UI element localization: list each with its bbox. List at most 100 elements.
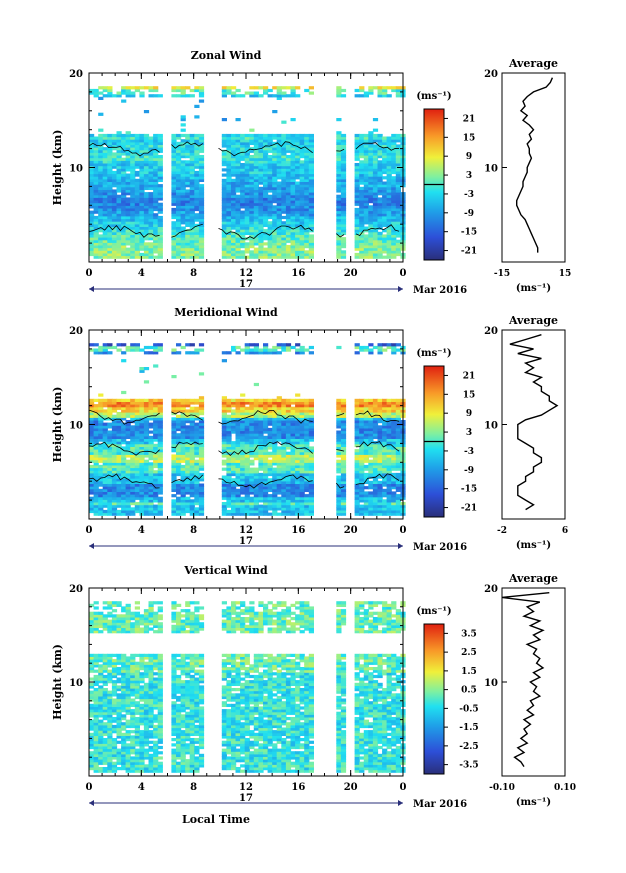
x-tick-label: 0 bbox=[400, 782, 407, 793]
x-tick-label: 4 bbox=[138, 268, 145, 279]
month-label: Mar 2016 bbox=[413, 799, 467, 810]
profile-y-tick-label: 10 bbox=[484, 164, 498, 175]
profile-x-tick-label: -0.10 bbox=[489, 783, 515, 793]
x-tick-label: 12 bbox=[239, 268, 253, 279]
heatmap-cells bbox=[89, 86, 406, 259]
profile-frame bbox=[501, 329, 566, 520]
profile-x-tick-label: 0.10 bbox=[554, 783, 576, 793]
date-label: 17 bbox=[239, 793, 253, 804]
date-bar-arrow-left bbox=[89, 800, 94, 806]
average-title: Average bbox=[508, 572, 558, 585]
x-tick-label: 8 bbox=[190, 268, 197, 279]
colorbar-tick-label: -15 bbox=[461, 485, 477, 495]
colorbar-tick-label: -3 bbox=[464, 447, 474, 457]
x-tick-label: 8 bbox=[190, 782, 197, 793]
y-tick-label: 10 bbox=[69, 421, 83, 432]
average-profile-line bbox=[501, 592, 550, 767]
y-tick-label: 10 bbox=[69, 164, 83, 175]
heatmap-cells bbox=[89, 343, 406, 516]
date-bar-arrow-left bbox=[89, 543, 94, 549]
date-bar-arrow-right bbox=[398, 543, 403, 549]
profile-x-tick-label: 15 bbox=[559, 269, 572, 279]
colorbar-unit: (ms⁻¹) bbox=[416, 348, 451, 359]
colorbar-tick-label: -21 bbox=[461, 504, 477, 514]
colorbar-tick-label: -0.5 bbox=[459, 704, 478, 714]
contour-lines bbox=[88, 141, 400, 240]
x-tick-label: 0 bbox=[86, 268, 93, 279]
colorbar-tick-label: 0.5 bbox=[461, 686, 477, 696]
panel-title: Meridional Wind bbox=[174, 306, 278, 319]
profile-unit: (ms⁻¹) bbox=[516, 797, 551, 808]
panel-title: Vertical Wind bbox=[183, 564, 268, 577]
panel-vertical-wind: Vertical Wind 0 4 8 12 16 20 0 20 10 Height (km) 17… bbox=[51, 564, 576, 810]
colorbar-unit: (ms⁻¹) bbox=[416, 91, 451, 102]
y-tick-label: 20 bbox=[69, 584, 83, 595]
date-label: 17 bbox=[239, 536, 253, 547]
colorbar-tick-label: 3 bbox=[466, 428, 472, 438]
x-tick-label: 8 bbox=[190, 525, 197, 536]
x-tick-label: 4 bbox=[138, 782, 145, 793]
month-label: Mar 2016 bbox=[413, 285, 467, 296]
profile-x-tick-label: -15 bbox=[494, 269, 510, 279]
average-profile-line bbox=[516, 77, 554, 253]
profile-unit: (ms⁻¹) bbox=[516, 540, 551, 551]
colorbar-tick-label: 2.5 bbox=[461, 648, 477, 658]
x-tick-label: 20 bbox=[344, 525, 358, 536]
x-tick-label: 0 bbox=[86, 525, 93, 536]
profile-y-tick-label: 10 bbox=[484, 678, 498, 689]
average-title: Average bbox=[508, 57, 558, 70]
profile-y-tick-label: 20 bbox=[484, 69, 498, 80]
profile-x-tick-label: 6 bbox=[562, 526, 568, 536]
colorbar-tick-label: -9 bbox=[464, 466, 474, 476]
x-tick-label: 0 bbox=[400, 525, 407, 536]
colorbar-tick-label: -2.5 bbox=[459, 742, 478, 752]
date-bar-arrow-left bbox=[89, 286, 94, 292]
date-bar-arrow-right bbox=[398, 286, 403, 292]
colorbar-tick-label: -1.5 bbox=[459, 723, 478, 733]
date-bar-arrow-right bbox=[398, 800, 403, 806]
y-tick-label: 10 bbox=[69, 678, 83, 689]
profile-x-tick-label: -2 bbox=[497, 526, 507, 536]
profile-frame bbox=[501, 587, 566, 777]
colorbar-unit: (ms⁻¹) bbox=[416, 606, 451, 617]
colorbar-tick-label: 9 bbox=[466, 409, 472, 419]
y-axis-label: Height (km) bbox=[51, 644, 64, 720]
x-tick-label: 16 bbox=[291, 782, 305, 793]
average-profile-line bbox=[509, 334, 559, 511]
colorbar-tick-label: 15 bbox=[463, 390, 476, 400]
x-tick-label: 4 bbox=[138, 525, 145, 536]
x-tick-label: 16 bbox=[291, 525, 305, 536]
x-tick-label: 16 bbox=[291, 268, 305, 279]
colorbar-tick-label: 1.5 bbox=[461, 667, 477, 677]
profile-frame bbox=[501, 72, 566, 263]
y-tick-label: 20 bbox=[69, 326, 83, 337]
y-axis-label: Height (km) bbox=[51, 130, 64, 206]
colorbar-tick-label: -3.5 bbox=[459, 761, 478, 771]
colorbar-tick-label: -15 bbox=[461, 228, 477, 238]
colorbar-tick-label: 3.5 bbox=[461, 629, 477, 639]
colorbar-tick-label: 21 bbox=[463, 114, 476, 124]
colorbar-tick-label: 9 bbox=[466, 152, 472, 162]
colorbar-tick-label: -21 bbox=[461, 247, 477, 257]
y-axis-label: Height (km) bbox=[51, 387, 64, 463]
contour-lines bbox=[88, 409, 400, 489]
panel-title: Zonal Wind bbox=[191, 49, 262, 62]
x-tick-label: 20 bbox=[344, 268, 358, 279]
heatmap-cells bbox=[89, 601, 406, 773]
colorbar-tick-label: -9 bbox=[464, 209, 474, 219]
colorbar-tick-label: 21 bbox=[463, 371, 476, 381]
panel-meridional-wind: Meridional Wind 0 4 8 12 16 20 0 20 10 Height (km)… bbox=[51, 306, 568, 553]
x-tick-label: 20 bbox=[344, 782, 358, 793]
profile-y-tick-label: 20 bbox=[484, 326, 498, 337]
x-tick-label: 0 bbox=[400, 268, 407, 279]
profile-y-tick-label: 10 bbox=[484, 421, 498, 432]
colorbar-tick-label: 3 bbox=[466, 171, 472, 181]
colorbar-tick-label: -3 bbox=[464, 190, 474, 200]
x-tick-label: 12 bbox=[239, 525, 253, 536]
average-title: Average bbox=[508, 314, 558, 327]
colorbar-tick-label: 15 bbox=[463, 133, 476, 143]
x-tick-label: 0 bbox=[86, 782, 93, 793]
month-label: Mar 2016 bbox=[413, 542, 467, 553]
date-label: 17 bbox=[239, 279, 253, 290]
